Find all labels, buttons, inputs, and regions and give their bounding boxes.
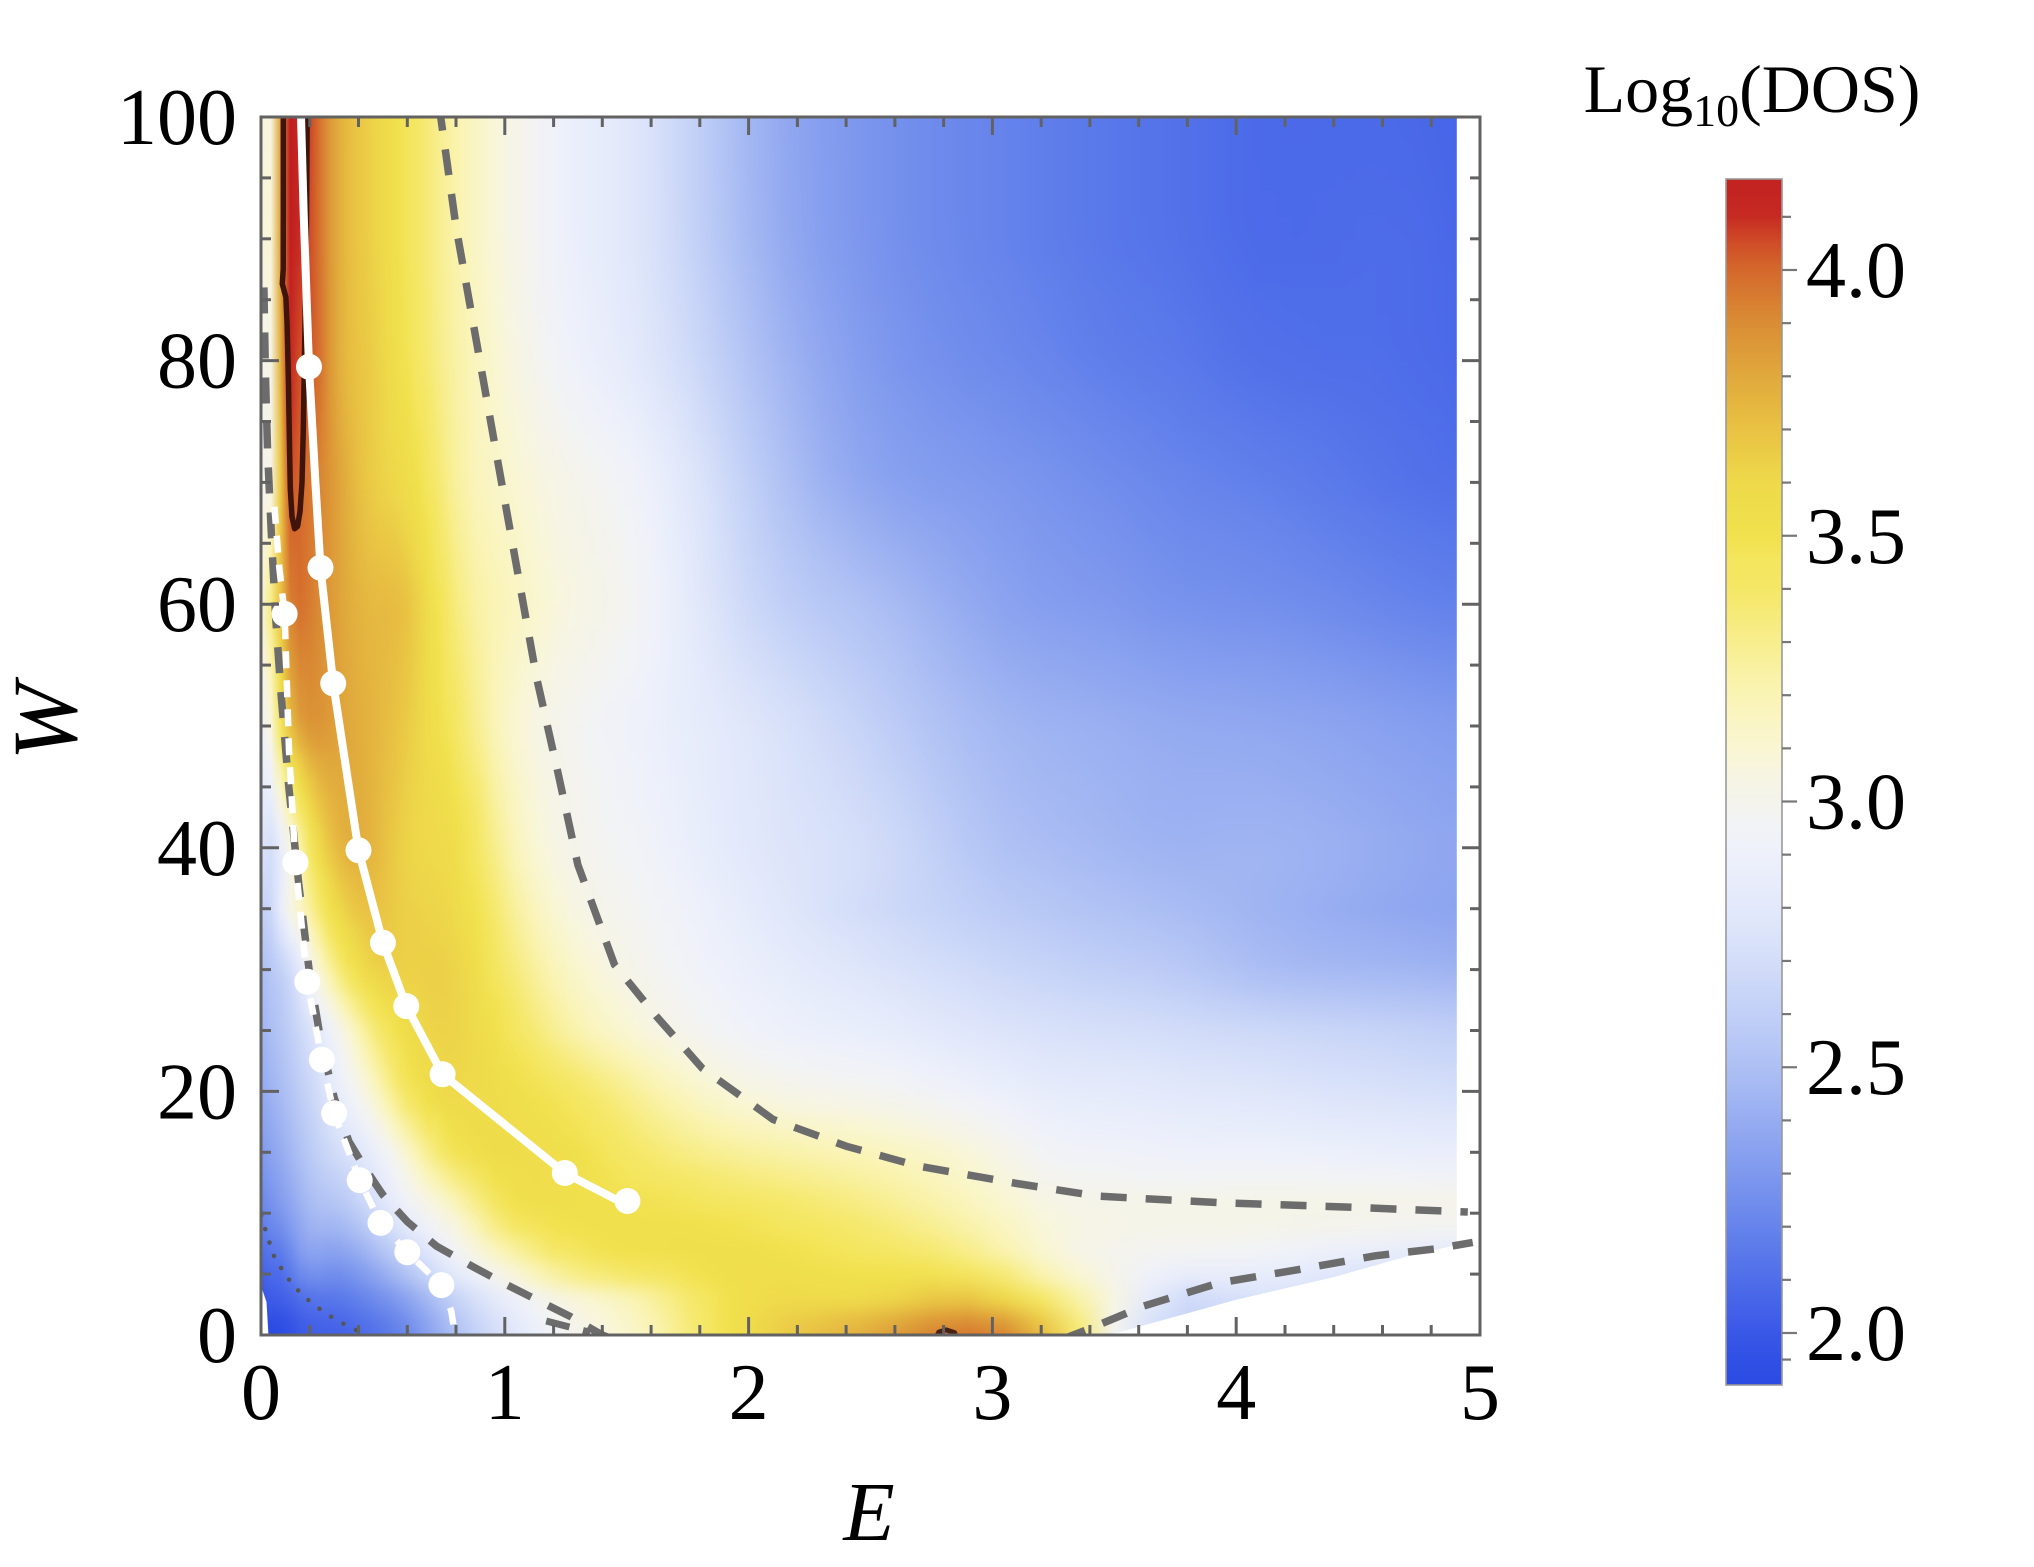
svg-text:W: W bbox=[0, 676, 96, 760]
svg-text:5: 5 bbox=[1460, 1349, 1500, 1437]
svg-text:0: 0 bbox=[197, 1292, 237, 1380]
svg-text:0: 0 bbox=[241, 1349, 281, 1437]
svg-text:E: E bbox=[842, 1466, 894, 1559]
svg-text:2.0: 2.0 bbox=[1806, 1290, 1906, 1378]
svg-text:3.5: 3.5 bbox=[1806, 493, 1906, 581]
svg-text:20: 20 bbox=[157, 1048, 237, 1136]
svg-text:100: 100 bbox=[117, 74, 237, 162]
svg-text:1: 1 bbox=[485, 1349, 525, 1437]
svg-text:3: 3 bbox=[972, 1349, 1012, 1437]
svg-text:2: 2 bbox=[729, 1349, 769, 1437]
svg-text:3.0: 3.0 bbox=[1806, 759, 1906, 847]
svg-text:40: 40 bbox=[157, 805, 237, 893]
svg-text:4: 4 bbox=[1216, 1349, 1256, 1437]
svg-text:80: 80 bbox=[157, 318, 237, 406]
svg-text:4.0: 4.0 bbox=[1806, 227, 1906, 315]
svg-text:2.5: 2.5 bbox=[1806, 1024, 1906, 1112]
svg-text:60: 60 bbox=[157, 561, 237, 649]
svg-text:Log10(DOS): Log10(DOS) bbox=[1584, 51, 1921, 136]
